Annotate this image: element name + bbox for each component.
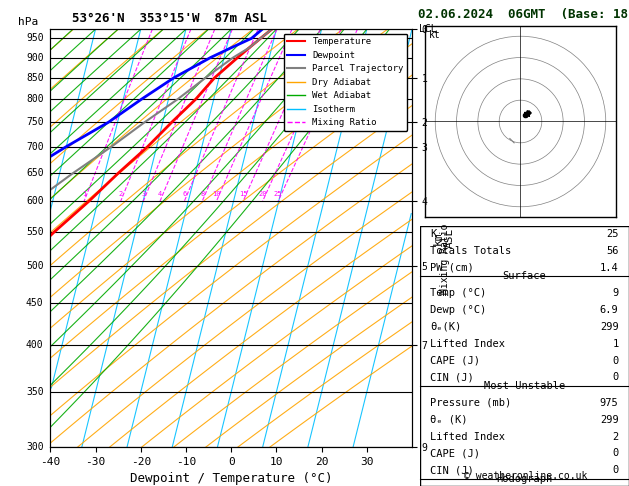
Text: CAPE (J): CAPE (J) (430, 449, 480, 458)
Text: 350: 350 (26, 387, 43, 398)
Text: 650: 650 (26, 168, 43, 178)
Text: hPa: hPa (18, 17, 38, 27)
Text: 800: 800 (26, 94, 43, 104)
Text: 25: 25 (274, 191, 282, 197)
Text: Totals Totals: Totals Totals (430, 246, 511, 256)
Text: 6.9: 6.9 (600, 305, 618, 315)
Text: 0: 0 (612, 372, 618, 382)
Text: 900: 900 (26, 52, 43, 63)
Text: 53°26'N  353°15'W  87m ASL: 53°26'N 353°15'W 87m ASL (72, 12, 267, 25)
Text: Mixing Ratio (g/kg): Mixing Ratio (g/kg) (440, 182, 450, 294)
Text: kt: kt (429, 30, 440, 40)
Text: 850: 850 (26, 73, 43, 83)
Text: 02.06.2024  06GMT  (Base: 18): 02.06.2024 06GMT (Base: 18) (418, 8, 629, 21)
Text: 600: 600 (26, 196, 43, 207)
X-axis label: Dewpoint / Temperature (°C): Dewpoint / Temperature (°C) (130, 472, 332, 486)
Text: 500: 500 (26, 261, 43, 271)
Text: 700: 700 (26, 141, 43, 152)
Text: 8: 8 (200, 191, 204, 197)
Text: 6: 6 (182, 191, 186, 197)
Text: 10: 10 (212, 191, 221, 197)
Text: 0: 0 (612, 356, 618, 365)
Text: 299: 299 (600, 415, 618, 425)
Text: LCL: LCL (419, 24, 437, 34)
Text: 1.4: 1.4 (600, 262, 618, 273)
Text: © weatheronline.co.uk: © weatheronline.co.uk (464, 471, 587, 481)
Text: Pressure (mb): Pressure (mb) (430, 398, 511, 408)
Text: 4: 4 (158, 191, 162, 197)
Text: Surface: Surface (503, 271, 546, 281)
Text: 1: 1 (82, 191, 86, 197)
Text: 56: 56 (606, 246, 618, 256)
Text: 1: 1 (612, 339, 618, 348)
Text: PW (cm): PW (cm) (430, 262, 474, 273)
Text: 3: 3 (141, 191, 145, 197)
Text: 450: 450 (26, 298, 43, 308)
Text: Lifted Index: Lifted Index (430, 432, 505, 442)
Text: θₑ(K): θₑ(K) (430, 322, 461, 332)
Text: 25: 25 (606, 229, 618, 239)
Text: θₑ (K): θₑ (K) (430, 415, 467, 425)
Text: 0: 0 (612, 449, 618, 458)
Text: 400: 400 (26, 340, 43, 350)
Text: K: K (430, 229, 437, 239)
Text: 750: 750 (26, 117, 43, 127)
Text: Lifted Index: Lifted Index (430, 339, 505, 348)
Text: 300: 300 (26, 442, 43, 452)
Text: 0: 0 (612, 466, 618, 475)
Text: 2: 2 (612, 432, 618, 442)
Text: Temp (°C): Temp (°C) (430, 288, 486, 298)
Text: Most Unstable: Most Unstable (484, 381, 565, 391)
Text: CIN (J): CIN (J) (430, 372, 474, 382)
Legend: Temperature, Dewpoint, Parcel Trajectory, Dry Adiabat, Wet Adiabat, Isotherm, Mi: Temperature, Dewpoint, Parcel Trajectory… (284, 34, 408, 131)
Text: CIN (J): CIN (J) (430, 466, 474, 475)
Text: 15: 15 (239, 191, 247, 197)
Text: Hodograph: Hodograph (496, 474, 552, 484)
Text: 299: 299 (600, 322, 618, 332)
Text: 950: 950 (26, 34, 43, 43)
Text: CAPE (J): CAPE (J) (430, 356, 480, 365)
Y-axis label: km
ASL: km ASL (433, 228, 455, 248)
Text: 9: 9 (612, 288, 618, 298)
Text: 975: 975 (600, 398, 618, 408)
Text: 20: 20 (259, 191, 267, 197)
Text: Dewp (°C): Dewp (°C) (430, 305, 486, 315)
Text: 550: 550 (26, 227, 43, 237)
Text: 2: 2 (118, 191, 123, 197)
